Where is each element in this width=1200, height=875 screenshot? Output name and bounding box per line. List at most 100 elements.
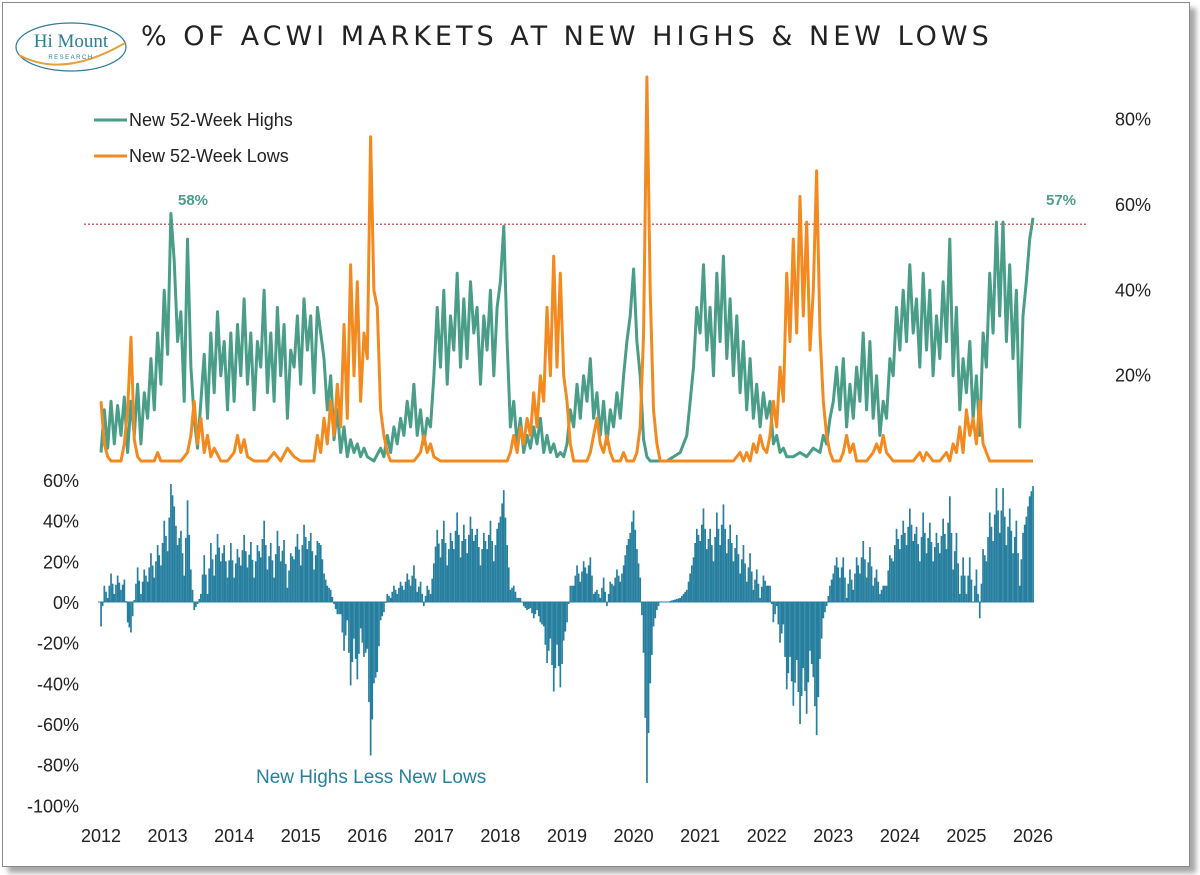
net-bar bbox=[1017, 553, 1019, 602]
net-bar bbox=[506, 545, 508, 602]
net-bar bbox=[711, 545, 713, 602]
net-bar bbox=[957, 563, 959, 602]
net-bar bbox=[939, 553, 941, 602]
net-bar bbox=[301, 545, 304, 602]
net-bar bbox=[123, 579, 126, 602]
x-tick-label: 2024 bbox=[880, 826, 920, 846]
net-bar bbox=[639, 577, 642, 602]
net-bar bbox=[534, 602, 537, 615]
net-bar bbox=[547, 602, 550, 651]
net-bar bbox=[369, 602, 372, 756]
net-bar bbox=[403, 589, 405, 602]
net-bar bbox=[807, 602, 810, 683]
net-bar bbox=[175, 525, 177, 602]
net-bar bbox=[556, 602, 558, 645]
net-bar bbox=[1000, 510, 1003, 602]
net-bar bbox=[284, 563, 287, 602]
net-bar bbox=[968, 557, 971, 602]
net-bar bbox=[449, 532, 452, 602]
net-bar bbox=[1027, 506, 1029, 602]
net-bar bbox=[820, 602, 823, 639]
net-bar bbox=[496, 528, 498, 602]
net-bar bbox=[316, 541, 319, 602]
net-bar bbox=[259, 557, 262, 602]
net-bar bbox=[446, 565, 448, 602]
net-bar bbox=[559, 602, 562, 688]
net-bar bbox=[346, 602, 349, 621]
net-bar bbox=[428, 589, 430, 602]
net-bar bbox=[349, 602, 352, 686]
net-bar bbox=[564, 602, 567, 632]
net-bar bbox=[542, 602, 545, 627]
net-bar bbox=[706, 549, 708, 602]
net-bar bbox=[676, 598, 678, 602]
net-bar bbox=[441, 539, 443, 602]
net-bar bbox=[313, 569, 315, 602]
net-bar bbox=[599, 597, 602, 602]
net-bar bbox=[804, 602, 806, 691]
bottom-y-tick-label: -40% bbox=[37, 674, 79, 694]
net-bar bbox=[752, 589, 755, 602]
net-bar bbox=[541, 602, 543, 625]
net-bar bbox=[701, 524, 703, 602]
net-bar bbox=[579, 581, 582, 602]
net-bar bbox=[476, 528, 478, 602]
net-bar bbox=[245, 551, 247, 602]
x-tick-label: 2016 bbox=[347, 826, 387, 846]
net-bar bbox=[809, 602, 811, 651]
net-bar bbox=[770, 602, 773, 604]
bottom-y-tick-label: 20% bbox=[43, 552, 79, 572]
net-bar bbox=[1022, 532, 1024, 602]
net-bar bbox=[790, 602, 793, 682]
net-bar bbox=[822, 602, 825, 619]
net-bar bbox=[935, 532, 938, 602]
net-bar bbox=[982, 549, 984, 602]
peak-annotation: 57% bbox=[1046, 192, 1076, 209]
net-bar bbox=[296, 533, 299, 602]
net-bar bbox=[238, 557, 240, 602]
net-bar bbox=[241, 550, 244, 602]
net-bar bbox=[616, 569, 618, 602]
net-bar bbox=[794, 602, 796, 683]
top-y-tick-label: 40% bbox=[1115, 280, 1151, 300]
net-bar bbox=[849, 569, 851, 602]
net-bar bbox=[892, 561, 895, 602]
net-bar bbox=[459, 557, 462, 602]
net-bar bbox=[456, 512, 458, 602]
net-bar bbox=[735, 534, 738, 602]
net-bar bbox=[765, 585, 768, 602]
net-bar bbox=[626, 545, 628, 602]
net-bar bbox=[138, 580, 141, 602]
net-bar bbox=[589, 557, 592, 602]
net-bar bbox=[299, 565, 302, 602]
net-bar bbox=[421, 593, 424, 602]
net-bar bbox=[582, 561, 585, 602]
net-bar bbox=[211, 559, 214, 602]
net-bar bbox=[126, 602, 129, 623]
net-bar bbox=[263, 520, 265, 602]
net-bar bbox=[393, 585, 395, 602]
net-bar bbox=[929, 522, 931, 602]
net-bar bbox=[830, 579, 833, 602]
net-bar bbox=[110, 573, 112, 602]
net-bar bbox=[444, 543, 447, 602]
net-bar bbox=[800, 602, 803, 696]
net-bar bbox=[797, 602, 800, 692]
net-bar bbox=[882, 585, 885, 602]
net-bar bbox=[468, 534, 470, 602]
net-bar bbox=[406, 573, 409, 602]
net-bar bbox=[309, 532, 312, 602]
logo-swoosh-icon bbox=[15, 22, 127, 72]
net-bar bbox=[492, 561, 495, 602]
net-bar bbox=[724, 528, 726, 602]
net-bar bbox=[131, 602, 134, 617]
net-bar bbox=[912, 541, 914, 602]
net-bar bbox=[554, 602, 557, 669]
net-bar bbox=[121, 584, 124, 602]
net-bar bbox=[942, 518, 944, 602]
net-bar bbox=[566, 602, 568, 623]
x-tick-label: 2012 bbox=[81, 826, 121, 846]
net-bar bbox=[276, 530, 279, 602]
net-bar bbox=[782, 602, 785, 625]
net-bar bbox=[910, 524, 913, 602]
